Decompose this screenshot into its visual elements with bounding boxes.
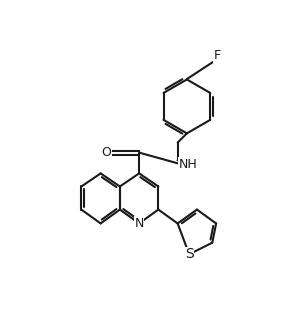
Text: F: F: [213, 49, 220, 62]
Text: N: N: [134, 217, 144, 230]
Text: NH: NH: [178, 158, 197, 171]
Text: O: O: [101, 146, 111, 159]
Text: S: S: [185, 247, 194, 261]
